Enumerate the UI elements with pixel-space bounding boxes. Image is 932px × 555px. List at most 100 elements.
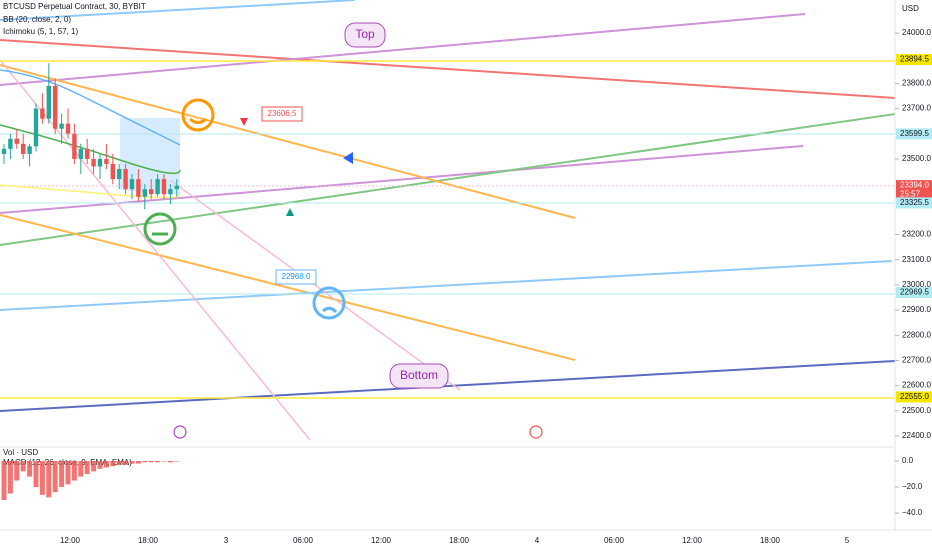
candle-body [123,169,128,190]
price-tick-label: 23700.0 [902,104,931,113]
candle-body [8,138,13,149]
candle-body [174,185,179,190]
price-tick-label: 23100.0 [902,255,931,264]
symbol: BTCUSD Perpetual Contract, 30, BYBIT [3,2,146,11]
price-tag-label: 23599.5 [900,129,929,138]
price-tick-label: 23200.0 [902,230,931,239]
candle-body [91,158,96,167]
macd-bar [129,461,135,464]
macd-bar [97,461,103,469]
time-tick-label: 18:00 [449,536,470,545]
low-price-callout: 22968.0 [282,272,311,281]
candle-body [59,123,64,129]
top-label: Top [355,27,375,41]
macd-bar [116,461,122,465]
macd-bar [135,461,141,464]
bottom-label: Bottom [400,368,438,382]
ichimoku-indicator: Ichimoku (5, 1, 57, 1) [3,27,78,36]
price-tag [896,391,932,403]
price-tag-label: 23894.5 [900,55,929,64]
candle-body [161,179,167,195]
time-tick-label: 5 [845,536,850,545]
macd-bar [39,461,45,495]
candle-body [129,179,135,190]
candle-body [14,138,19,144]
candle-body [104,158,109,164]
macd-bar [71,461,77,481]
price-tick-label: 22500.0 [902,406,931,415]
price-tag [896,287,932,299]
macd-bar [148,461,154,463]
macd-bar [161,461,167,462]
time-tick-label: 18:00 [138,536,159,545]
time-tick-label: 12:00 [682,536,703,545]
macd-bar [123,461,129,465]
candle-body [72,133,77,159]
macd-bar [103,461,109,468]
price-tick-label: 22600.0 [902,381,931,390]
candle-body [1,148,7,154]
price-tick-label: 22400.0 [902,431,931,440]
unit: USD [902,4,919,13]
price-tag [896,180,932,201]
price-tick-label: 23800.0 [902,78,931,87]
candle-body [136,179,141,197]
price-tag-label: 22969.5 [900,288,929,297]
price-tag-label: 23394.0 [900,181,929,190]
candle-body [142,189,147,197]
candle-body [97,158,103,167]
macd-bar [33,461,39,487]
macd-bar [59,461,65,487]
time-tick-label: 4 [535,536,540,545]
drawings [0,0,896,441]
macd-bar [91,461,97,472]
macd-bar [27,461,33,477]
countdown: 25:57 [900,190,921,199]
candle-body [110,163,115,180]
candle-body [65,123,71,134]
high-price-callout: 23606.5 [268,109,297,118]
macd-bar [155,461,161,463]
macd-bar [7,461,13,494]
candle-body [85,148,90,159]
macd-bar [65,461,71,485]
price-tag [896,128,932,140]
time-tick-label: 18:00 [760,536,781,545]
price-tag [896,54,932,66]
price-tick-label: 23500.0 [902,154,931,163]
price-tag-label: 22555.0 [900,392,929,401]
emoji-icons [143,98,543,439]
candle-body [53,85,58,129]
price-tick-label: 24000.0 [902,28,931,37]
candle-body [27,146,32,154]
bb-indicator: BB (20, close, 2, 0) [3,15,71,24]
time-tick-label: 3 [224,536,229,545]
candle-body [21,143,26,154]
macd-bar [1,461,7,500]
candle-body [117,169,122,180]
price-tick-label: 23000.0 [902,280,931,289]
macd-bar [84,461,90,474]
macd-tick-label: −40.0 [902,508,923,517]
price-tag [896,197,932,209]
candle-body [78,148,83,159]
time-tick-label: 06:00 [293,536,314,545]
macd-bar [167,461,173,463]
price-tick-label: 22700.0 [902,356,931,365]
macd-bar [110,461,116,467]
time-tick-label: 12:00 [60,536,81,545]
time-tick-label: 06:00 [604,536,625,545]
macd-bar [46,461,52,498]
price-tick-label: 22900.0 [902,305,931,314]
price-tag-label: 23325.5 [900,198,929,207]
vol-label: Vol · USD [3,448,38,457]
price-tick-label: 22800.0 [902,330,931,339]
macd-bar [142,461,148,463]
time-tick-label: 12:00 [371,536,392,545]
candle-body [149,189,154,195]
macd-tick-label: −20.0 [902,482,923,491]
callouts: Top Bottom 23606.5 22968.0 [261,22,449,389]
macd-bar [52,461,58,493]
